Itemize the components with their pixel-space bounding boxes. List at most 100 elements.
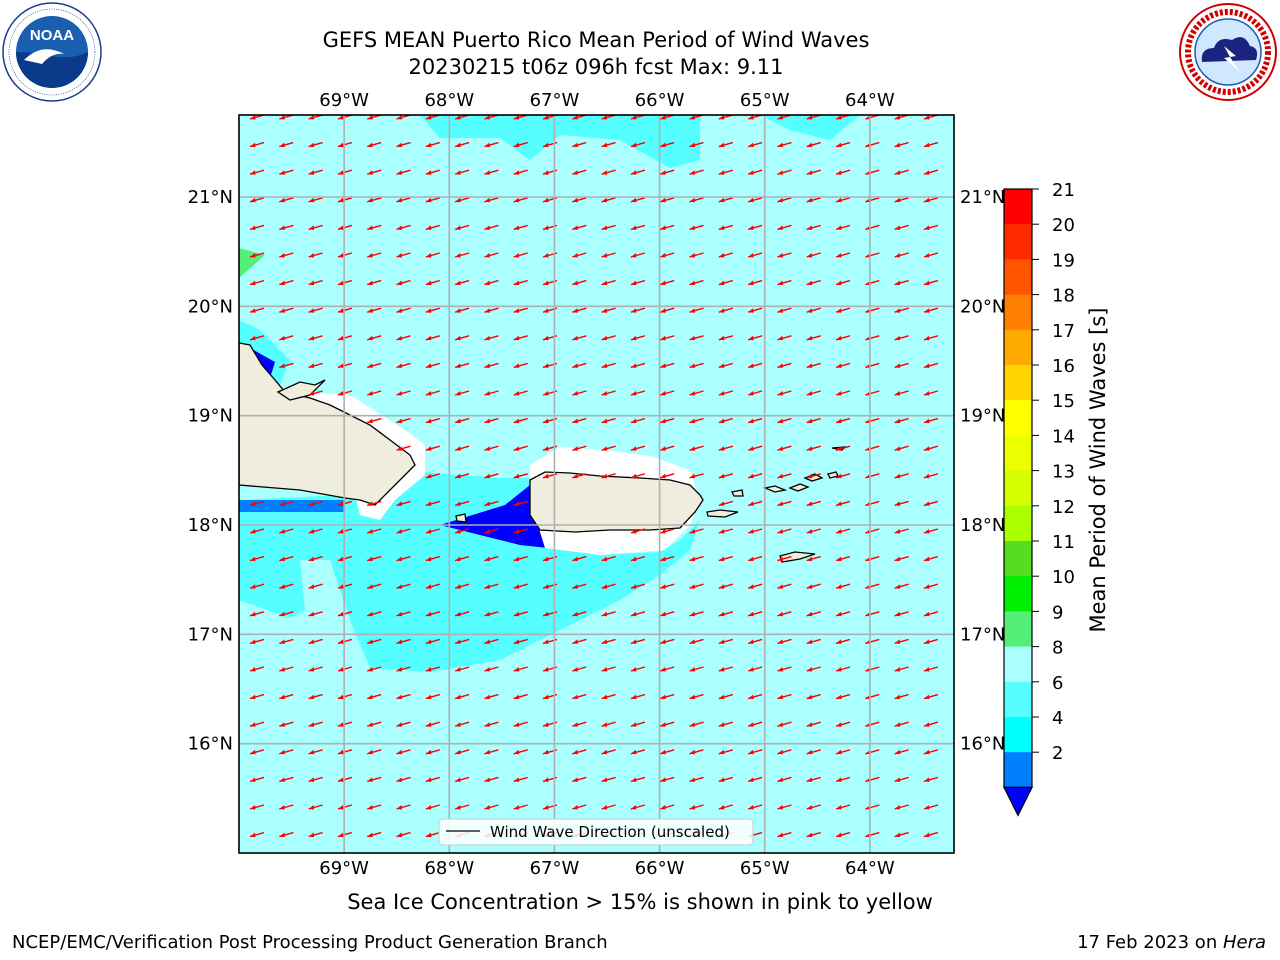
wave-direction-arrow [572,141,587,148]
wave-direction-arrow [308,169,323,175]
wave-direction-arrow [279,749,294,755]
wave-direction-arrow [923,611,939,617]
colorbar-segment [1004,329,1032,366]
wave-direction-arrow [835,721,851,727]
wave-direction-arrow [923,279,939,286]
wave-direction-arrow [279,611,294,617]
wave-direction-arrow [279,224,294,231]
wave-direction-arrow [308,279,323,286]
lon-tick-top: 69°W [319,90,369,111]
wave-direction-arrow [572,555,587,562]
wave-direction-arrow [689,169,704,175]
st-thomas [762,485,788,493]
wave-direction-arrow [660,445,675,451]
wave-direction-arrow [718,197,733,203]
wave-direction-arrow [454,252,470,258]
wave-direction-arrow [689,362,704,369]
lat-tick-right: 17°N [960,624,1005,645]
wave-direction-arrow [894,252,909,258]
wave-direction-arrow [835,831,851,838]
wave-direction-arrow [660,721,675,727]
wave-direction-arrow [630,721,646,727]
wave-direction-arrow [396,749,411,755]
lat-tick-left: 18°N [188,515,233,536]
wave-direction-arrow [572,224,587,231]
wave-direction-arrow [660,528,675,534]
wave-direction-arrow [630,362,646,369]
wave-direction-arrow [953,504,954,507]
lon-tick-bottom: 66°W [635,858,685,879]
wave-direction-arrow [396,693,411,700]
wave-direction-arrow [308,721,323,727]
wave-direction-arrow [425,500,440,507]
colorbar-tick-label: 8 [1052,638,1063,659]
wave-direction-arrow [367,307,382,313]
gridlines [239,115,954,853]
wave-direction-arrow [718,500,733,507]
wave-direction-arrow [396,141,411,148]
wave-direction-arrow [806,804,821,810]
wave-direction-arrow [630,417,646,424]
wave-direction-arrow [718,307,733,313]
period-6-8-region [239,115,860,672]
wave-direction-arrow [689,335,704,341]
wave-direction-arrow [249,335,265,341]
wave-direction-arrow [572,252,587,258]
lon-tick-top: 67°W [530,90,580,111]
wave-direction-arrow [923,500,939,507]
wave-direction-arrow [777,749,792,755]
wave-direction-arrow [249,169,265,175]
wave-direction-arrow [513,224,528,231]
colorbar-tick-label: 2 [1052,743,1063,764]
wave-direction-arrow [835,666,851,672]
wave-direction-arrow [367,169,382,175]
wave-direction-arrow [308,749,323,755]
wave-direction-arrow [454,528,470,534]
wave-direction-arrow [894,390,909,396]
wave-direction-arrow [689,804,704,810]
wave-direction-arrow [601,417,616,424]
wave-direction-arrow [425,362,440,369]
wave-direction-arrow [953,725,954,727]
colorbar-tick-label: 4 [1052,708,1063,729]
wave-direction-arrow [484,500,499,507]
wave-direction-arrow [953,256,954,258]
map-frame [238,114,955,854]
wave-direction-arrow [689,611,704,617]
wave-direction-arrow [396,362,411,369]
wave-direction-arrow [660,169,675,175]
wave-direction-arrow [367,638,382,645]
footer-date-text: 17 Feb 2023 on [1077,932,1223,953]
wave-direction-arrow [660,390,675,396]
wave-direction-arrow [718,224,733,231]
wave-direction-arrow [279,335,294,341]
wave-direction-arrow [308,831,323,838]
wave-direction-arrow [835,417,851,424]
wave-direction-arrow [308,555,323,562]
wave-direction-arrow [923,804,939,810]
wave-direction-arrow [367,224,382,231]
wave-direction-arrow [279,169,294,175]
wave-direction-arrow [777,252,792,258]
wave-direction-arrow [689,666,704,672]
lat-tick-right: 20°N [960,296,1005,317]
lat-tick-right: 16°N [960,734,1005,755]
wave-direction-arrow [454,721,470,727]
wave-direction-arrow [718,279,733,286]
wave-direction-arrow [747,307,763,313]
wave-direction-arrow [367,279,382,286]
wave-direction-arrow [630,583,646,589]
wave-direction-arrow [630,141,646,148]
wave-direction-arrow [689,445,704,451]
wave-direction-arrow [572,638,587,645]
wave-direction-arrow [660,141,675,148]
wave-direction-arrow [367,776,382,783]
wave-direction-arrow [923,197,939,203]
wave-direction-arrow [513,693,528,700]
wave-direction-arrow [425,169,440,175]
wave-direction-arrow [601,224,616,231]
lat-tick-left: 20°N [188,296,233,317]
wave-direction-arrow [513,666,528,672]
wave-direction-arrow [454,804,470,810]
wave-direction-arrow [484,362,499,369]
